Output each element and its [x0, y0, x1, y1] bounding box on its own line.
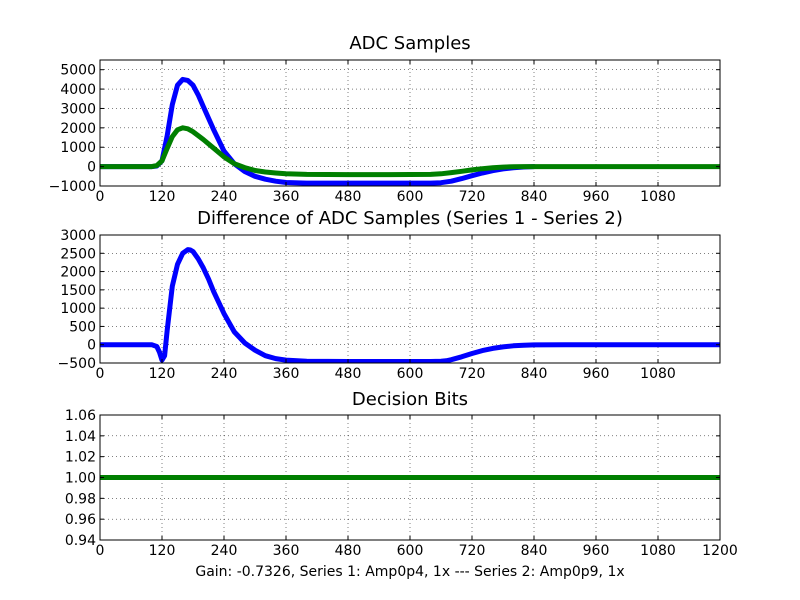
x-tick-label: 600 — [397, 543, 424, 559]
y-tick-label: 0 — [87, 160, 96, 176]
y-tick-label: 500 — [69, 319, 96, 335]
y-tick-label: 2500 — [60, 246, 96, 262]
chart-title: Difference of ADC Samples (Series 1 - Se… — [197, 208, 623, 229]
y-tick-label: 0.98 — [65, 491, 96, 507]
subplot-adc-samples: ADC Samples 0 120 240 360 480 600 720 840 960 108… — [49, 33, 721, 205]
x-tick-label: 600 — [397, 366, 424, 382]
x-tick-label: 0 — [96, 366, 105, 382]
y-tick-label: 4000 — [60, 82, 96, 98]
x-tick-label: 480 — [335, 189, 362, 205]
y-tick-label: 5000 — [60, 63, 96, 79]
x-tick-label: 240 — [211, 189, 238, 205]
x-tick-label: 720 — [459, 543, 486, 559]
y-tick-label: 1.00 — [65, 471, 96, 487]
x-tick-label: 720 — [459, 189, 486, 205]
x-tick-label: 960 — [583, 543, 610, 559]
series-line-series-1 — [100, 76, 537, 186]
x-tick-label: 360 — [273, 366, 300, 382]
x-tick-label: 360 — [273, 189, 300, 205]
subplot-difference: Difference of ADC Samples (Series 1 - Se… — [58, 208, 721, 382]
y-tick-label: 1000 — [60, 301, 96, 317]
series-line-difference — [100, 247, 720, 363]
x-tick-label: 1080 — [640, 366, 676, 382]
y-tick-label: −500 — [58, 356, 96, 372]
y-tick-label: 2000 — [60, 121, 96, 137]
series-line-series-2 — [100, 125, 720, 178]
y-tick-label: 0 — [87, 338, 96, 354]
x-tick-label: 1080 — [640, 189, 676, 205]
chart-title: ADC Samples — [349, 33, 470, 54]
y-tick-label: 0.96 — [65, 512, 96, 528]
subplot-decision-bits: Decision Bits 0 120 240 360 480 600 720 840 960 1… — [65, 389, 738, 559]
x-axis-label: Gain: -0.7326, Series 1: Amp0p4, 1x --- … — [195, 564, 624, 580]
x-tick-label: 960 — [583, 189, 610, 205]
y-tick-label: 1000 — [60, 140, 96, 156]
y-tick-label: 1.06 — [65, 408, 96, 424]
y-tick-label: 3000 — [60, 228, 96, 244]
x-tick-label: 840 — [521, 543, 548, 559]
x-tick-label: 840 — [521, 366, 548, 382]
x-tick-label: 120 — [149, 189, 176, 205]
x-tick-label: 120 — [149, 543, 176, 559]
x-tick-label: 0 — [96, 543, 105, 559]
x-tick-label: 960 — [583, 366, 610, 382]
y-tick-label: 3000 — [60, 101, 96, 117]
y-tick-label: 0.94 — [65, 533, 96, 549]
x-tick-label: 0 — [96, 189, 105, 205]
x-tick-label: 720 — [459, 366, 486, 382]
x-tick-label: 480 — [335, 543, 362, 559]
x-tick-label: 1080 — [640, 543, 676, 559]
y-tick-label: 1.04 — [65, 429, 96, 445]
y-tick-label: 1500 — [60, 283, 96, 299]
x-tick-label: 120 — [149, 366, 176, 382]
x-tick-label: 240 — [211, 366, 238, 382]
x-tick-label: 600 — [397, 189, 424, 205]
x-tick-label: 360 — [273, 543, 300, 559]
chart-title: Decision Bits — [352, 389, 468, 410]
x-tick-label: 840 — [521, 189, 548, 205]
x-tick-label: 1200 — [702, 543, 738, 559]
x-tick-label: 480 — [335, 366, 362, 382]
x-tick-label: 240 — [211, 543, 238, 559]
y-tick-label: −1000 — [49, 179, 96, 195]
y-tick-label: 1.02 — [65, 450, 96, 466]
y-tick-label: 2000 — [60, 265, 96, 281]
